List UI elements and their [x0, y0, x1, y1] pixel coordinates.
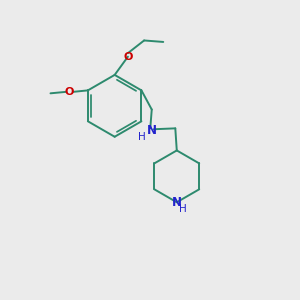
Text: N: N: [147, 124, 157, 137]
Text: N: N: [172, 196, 182, 209]
Text: O: O: [65, 87, 74, 97]
Text: H: H: [179, 204, 187, 214]
Text: O: O: [123, 52, 133, 62]
Text: H: H: [138, 132, 146, 142]
